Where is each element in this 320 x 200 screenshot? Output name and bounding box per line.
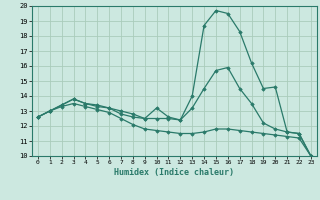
X-axis label: Humidex (Indice chaleur): Humidex (Indice chaleur) [115,168,234,177]
